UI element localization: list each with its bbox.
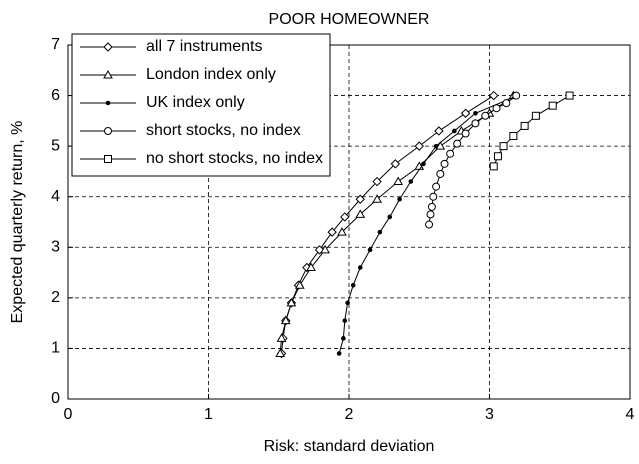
legend-label: short stocks, no index (146, 122, 301, 139)
marker (408, 179, 414, 184)
marker (489, 90, 499, 101)
marker (434, 126, 444, 136)
marker (426, 210, 435, 219)
legend-marker (105, 100, 111, 106)
marker (367, 247, 373, 253)
marker (429, 192, 438, 201)
marker (340, 212, 350, 222)
marker (286, 297, 297, 307)
y-tick-label: 4 (51, 188, 60, 205)
marker (432, 182, 441, 191)
marker (306, 262, 316, 272)
x-axis-label: Risk: standard deviation (264, 438, 435, 455)
marker (341, 336, 346, 341)
marker (433, 143, 439, 149)
marker (336, 351, 342, 356)
marker (473, 110, 478, 116)
x-tick-label: 0 (64, 406, 73, 423)
marker (414, 141, 424, 151)
legend-box (71, 33, 331, 177)
legend-label: UK index only (146, 94, 245, 111)
marker (502, 99, 511, 108)
x-tick-label: 3 (485, 406, 494, 423)
marker (372, 176, 382, 187)
marker (493, 152, 502, 161)
y-tick-label: 0 (51, 390, 60, 407)
marker (440, 159, 449, 168)
marker (425, 220, 434, 229)
marker (481, 111, 490, 120)
y-tick-label: 1 (51, 340, 60, 357)
marker (452, 128, 457, 134)
legend-label: all 7 instruments (146, 38, 263, 55)
marker (387, 214, 393, 220)
legend-marker (104, 155, 112, 163)
marker (489, 162, 498, 171)
marker (492, 104, 501, 113)
legend-label: London index only (146, 66, 276, 83)
series-line (338, 95, 518, 354)
marker (275, 348, 286, 357)
marker (372, 194, 382, 203)
y-tick-label: 6 (51, 87, 60, 104)
marker (446, 149, 455, 158)
marker (460, 108, 471, 118)
marker (453, 139, 462, 148)
marker (436, 169, 445, 178)
y-tick-label: 7 (51, 36, 60, 53)
legend-marker (103, 69, 113, 79)
marker (357, 265, 363, 270)
marker (294, 280, 305, 289)
marker (345, 300, 350, 306)
marker (512, 91, 521, 100)
marker (327, 227, 337, 237)
marker (337, 227, 347, 236)
chart-title: POOR HOMEOWNER (269, 11, 430, 28)
marker (509, 132, 518, 141)
x-tick-label: 4 (626, 406, 635, 423)
y-tick-label: 3 (51, 239, 60, 256)
marker (393, 176, 404, 186)
marker (421, 161, 426, 167)
legend-label: no short stocks, no index (146, 150, 323, 167)
legend-marker (104, 127, 112, 135)
marker (342, 318, 348, 323)
marker (355, 194, 365, 204)
marker (520, 121, 529, 130)
marker (397, 196, 402, 202)
marker (565, 91, 574, 100)
x-tick-label: 2 (345, 406, 354, 423)
marker (276, 333, 287, 342)
marker (471, 119, 480, 128)
y-tick-label: 2 (51, 289, 60, 306)
marker (377, 229, 383, 235)
x-tick-label: 1 (204, 406, 213, 423)
y-axis-label: Expected quarterly return, % (9, 121, 26, 324)
marker (531, 111, 540, 120)
marker (499, 142, 508, 151)
marker (355, 209, 366, 218)
marker (548, 101, 557, 110)
marker (350, 282, 356, 288)
series-line (279, 95, 514, 354)
marker (461, 129, 470, 138)
marker (280, 315, 291, 325)
marker (427, 202, 436, 211)
legend-marker (103, 42, 113, 52)
y-tick-label: 5 (51, 137, 60, 154)
marker (390, 159, 401, 169)
marker (320, 244, 330, 254)
